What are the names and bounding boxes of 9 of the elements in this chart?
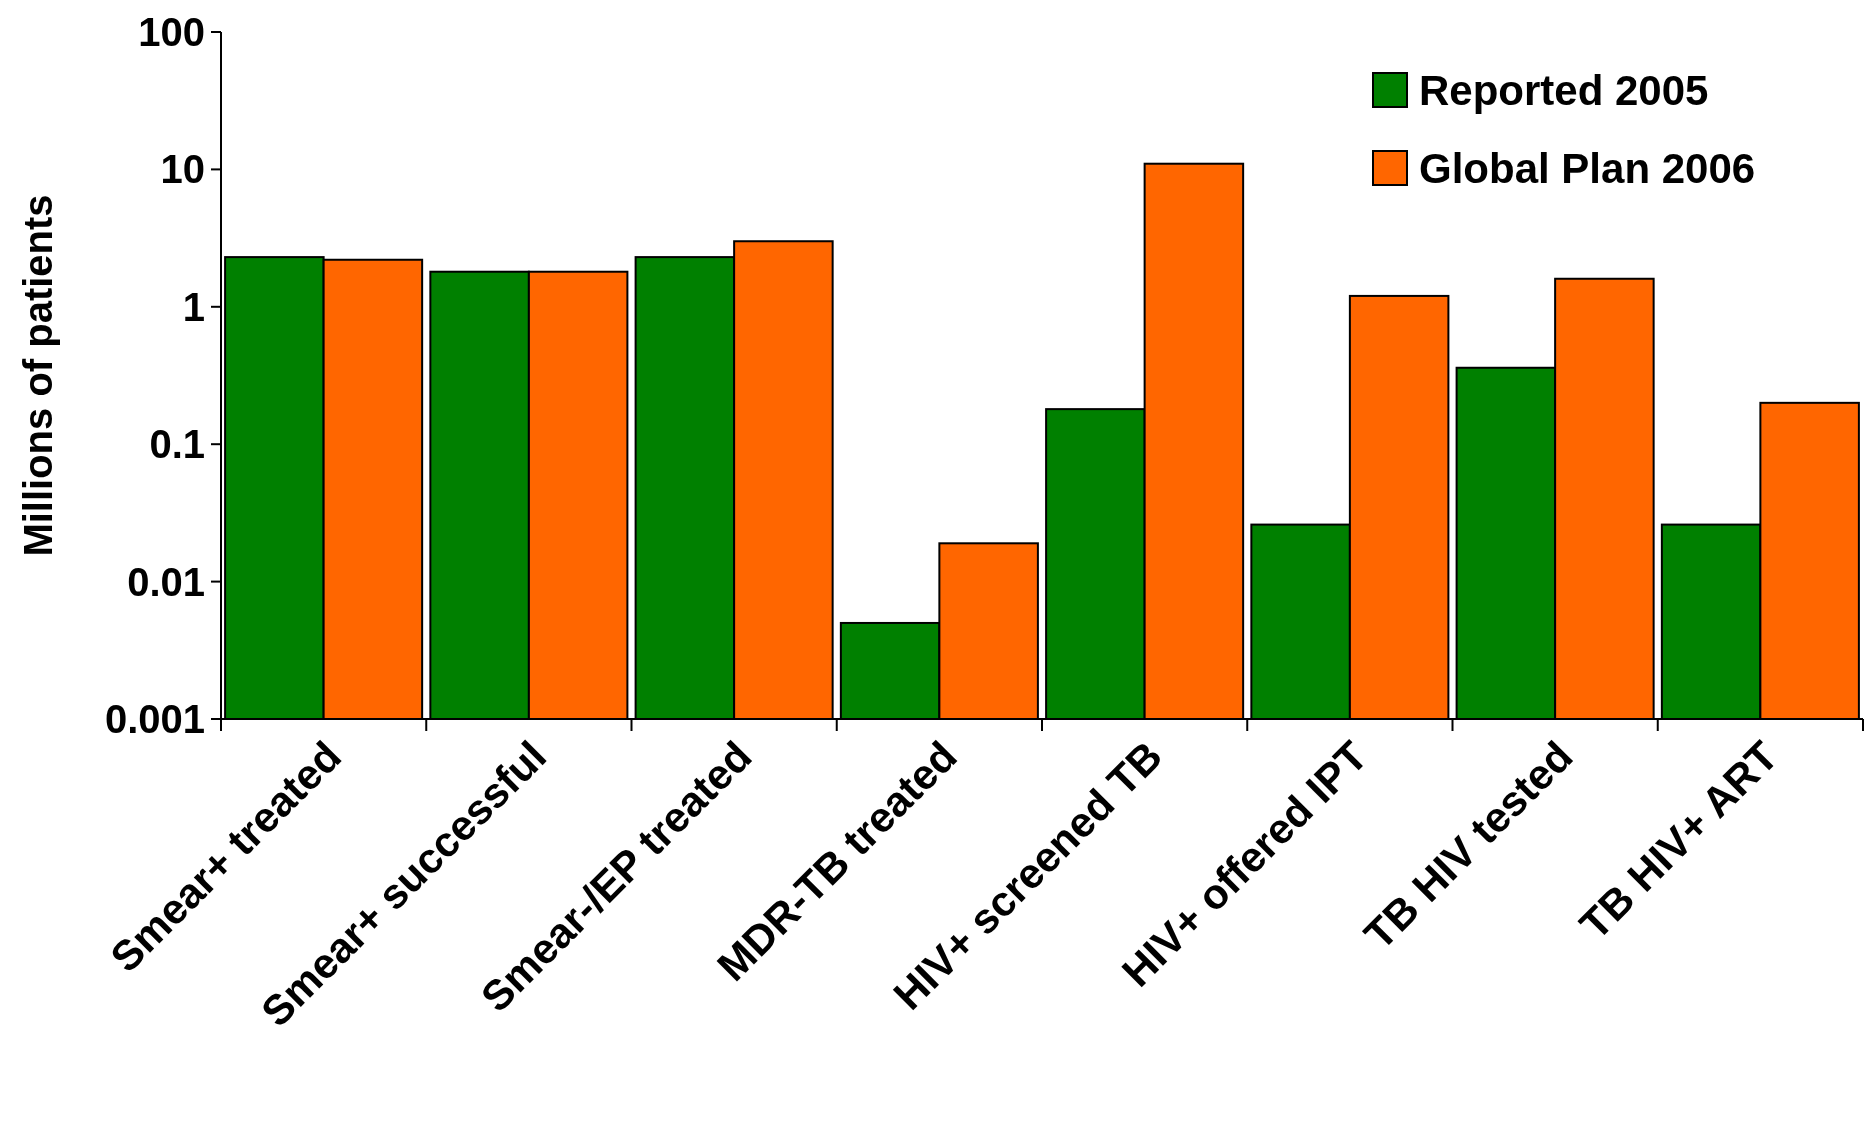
y-tick-label: 0.1 xyxy=(149,422,205,467)
legend-label: Global Plan 2006 xyxy=(1419,144,1756,192)
y-tick-label: 100 xyxy=(138,10,205,54)
y-axis-title: Millions of patients xyxy=(16,194,60,557)
y-tick-label: 1 xyxy=(182,284,205,329)
y-tick-label: 0.001 xyxy=(104,697,205,741)
y-tick-label: 0.01 xyxy=(127,559,205,604)
y-tick-label: 10 xyxy=(160,147,205,192)
legend-label: Reported 2005 xyxy=(1419,66,1709,114)
